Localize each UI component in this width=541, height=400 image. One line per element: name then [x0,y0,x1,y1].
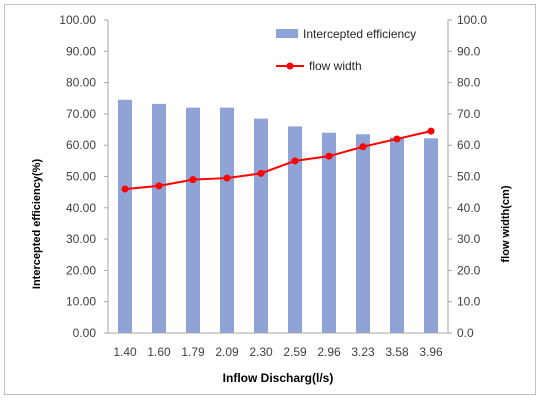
line-point [359,143,367,151]
bar [152,103,166,333]
x-tick-label: 2.09 [215,345,239,359]
line-point [257,169,265,177]
right-tick-label: 90.0 [457,44,481,58]
line-point [155,182,163,190]
left-tick-label: 30.00 [66,232,96,246]
left-tick-label: 40.00 [66,201,96,215]
right-tick-label: 10.0 [457,295,481,309]
bar [424,138,438,333]
right-tick-label: 20.0 [457,263,481,277]
right-tick-label: 60.0 [457,138,481,152]
legend-label-line: flow width [309,59,362,73]
x-tick-label: 2.30 [249,345,273,359]
x-tick-label: 3.96 [419,345,443,359]
line-point [325,152,333,160]
left-tick-label: 80.00 [66,76,96,90]
x-tick-label: 1.79 [181,345,205,359]
bar [186,107,200,333]
bar [390,137,404,333]
left-tick-label: 90.00 [66,44,96,58]
line-point [189,176,197,184]
line-point [427,127,435,135]
line-point [223,174,231,182]
x-tick-label: 1.40 [113,345,137,359]
x-tick-label: 3.23 [351,345,375,359]
legend: Intercepted efficiency flow width [276,27,416,73]
left-tick-label: 0.00 [73,326,97,340]
bar [356,134,370,333]
y-axis-title: Intercepted efficiency(%) [31,159,43,290]
bar [220,107,234,333]
bar [118,99,132,333]
left-tick-label: 10.00 [66,295,96,309]
right-tick-label: 30.0 [457,232,481,246]
bar-series [118,99,438,333]
left-axis-ticks: 0.00 10.00 20.00 30.00 40.00 50.00 60.00 70.00 8… [59,13,108,340]
flow-width-line [124,130,432,191]
legend-label-bar: Intercepted efficiency [303,27,416,41]
line-point [291,157,299,165]
left-tick-label: 70.00 [66,107,96,121]
line-series [121,127,435,193]
x-axis-ticks: 1.40 1.60 1.79 2.09 2.30 2.59 2.96 3.23 3.58 3.96 [113,345,443,359]
x-tick-label: 2.59 [283,345,307,359]
x-tick-label: 2.96 [317,345,341,359]
x-tick-label: 3.58 [385,345,409,359]
bar [322,132,336,333]
right-tick-label: 50.0 [457,170,481,184]
right-tick-label: 100.0 [457,13,487,27]
right-tick-label: 70.0 [457,107,481,121]
line-point [393,135,401,143]
x-axis-title: Inflow Discharg(l/s) [223,371,334,385]
left-tick-label: 60.00 [66,138,96,152]
bar [288,126,302,333]
y2-axis-title: flow width(cm) [500,185,512,262]
right-tick-label: 40.0 [457,201,481,215]
left-tick-label: 20.00 [66,263,96,277]
right-tick-label: 0.0 [457,326,474,340]
left-tick-label: 100.00 [59,13,96,27]
chart-frame [4,4,536,395]
x-tick-label: 1.60 [147,345,171,359]
right-axis-ticks: 0.0 10.0 20.0 30.0 40.0 50.0 60.0 70.0 80.0 90.0 1… [448,13,487,340]
legend-swatch-marker [286,62,294,70]
bar [254,118,268,333]
legend-swatch-bar [276,29,298,38]
line-point [121,185,129,193]
right-tick-label: 80.0 [457,76,481,90]
left-tick-label: 50.00 [66,170,96,184]
